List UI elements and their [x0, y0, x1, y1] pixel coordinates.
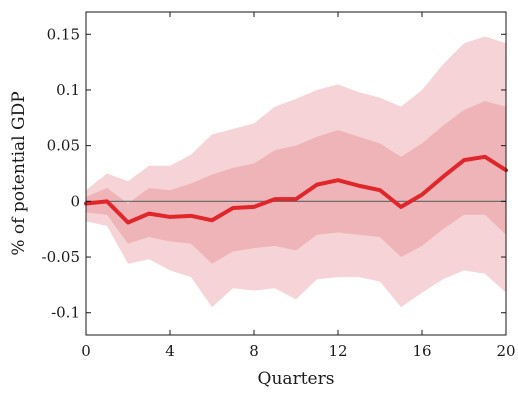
- y-axis-label: % of potential GDP: [9, 91, 29, 255]
- y-tick-label: 0.05: [47, 137, 80, 155]
- plot-frame: [85, 11, 507, 336]
- x-tick-label: 16: [412, 342, 431, 360]
- x-tick-label: 0: [81, 342, 91, 360]
- y-tick-label: 0.15: [47, 25, 80, 43]
- axis-ticks: 0 4 8 12 16 20 -0.1 -0.05 0 0.05 0.1 0.15: [42, 12, 516, 360]
- x-axis-label: Quarters: [258, 369, 335, 389]
- x-tick-label: 4: [165, 342, 175, 360]
- inner-confidence-band: [86, 101, 506, 264]
- axes-frame: [85, 11, 507, 336]
- x-tick-label: 12: [328, 342, 347, 360]
- y-tick-label: 0: [70, 192, 80, 210]
- y-tick-label: -0.05: [42, 248, 80, 266]
- confidence-bands: [86, 36, 506, 308]
- x-tick-label: 8: [249, 342, 259, 360]
- x-tick-label: 20: [496, 342, 515, 360]
- median-line-layer: [84, 154, 508, 225]
- y-tick-label: 0.1: [56, 81, 80, 99]
- y-tick-label: -0.1: [51, 304, 80, 322]
- median-response-line: [84, 154, 508, 225]
